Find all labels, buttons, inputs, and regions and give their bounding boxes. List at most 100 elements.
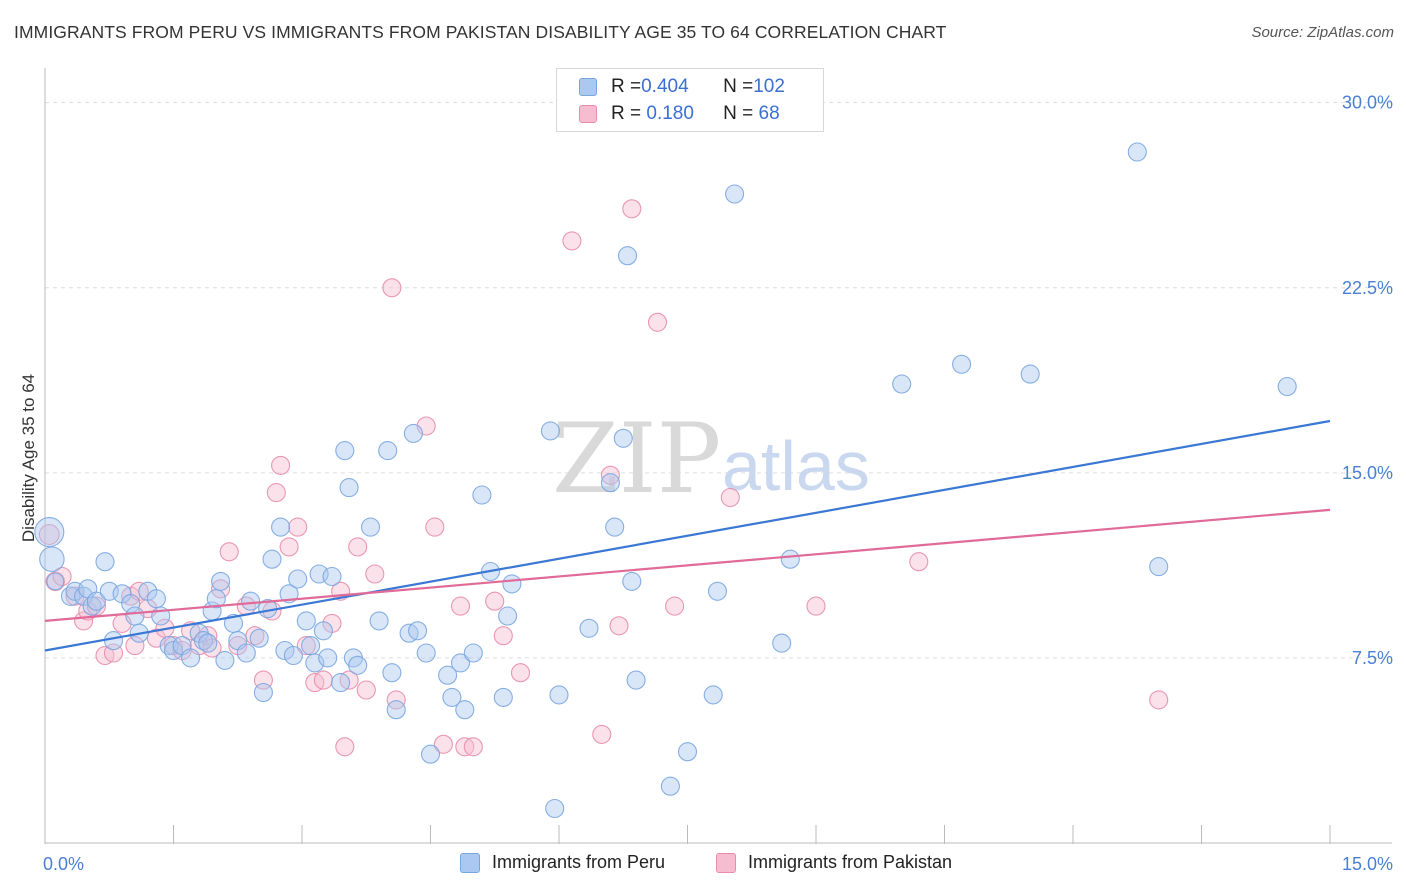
legend-item-peru[interactable]: Immigrants from Peru	[460, 852, 665, 873]
legend-label-peru: Immigrants from Peru	[492, 852, 666, 872]
pakistan-point	[296, 636, 316, 656]
pakistan-swatch	[579, 105, 597, 123]
stats-box: R = 0.404 N = 102 R = 0.180 N = 68	[556, 68, 824, 132]
peru-point	[707, 581, 728, 601]
peru-point	[360, 517, 381, 537]
peru-point	[95, 552, 115, 572]
peru-point	[613, 428, 633, 448]
axes	[44, 68, 1392, 844]
peru-point	[339, 478, 359, 498]
pakistan-point	[313, 670, 333, 690]
peru-point	[271, 517, 291, 537]
y-tick-label: 30.0%	[1342, 93, 1393, 113]
pakistan-point	[909, 552, 929, 572]
peru-point	[1149, 557, 1169, 577]
pakistan-trend-line	[44, 508, 1331, 622]
peru-point	[579, 618, 599, 638]
pakistan-legend-swatch	[716, 852, 736, 873]
pakistan-point	[562, 231, 582, 251]
pakistan-point	[433, 734, 453, 754]
pakistan-point	[425, 517, 445, 537]
peru-point	[420, 744, 441, 764]
pakistan-point	[806, 596, 826, 616]
legend-label-pakistan: Immigrants from Pakistan	[748, 852, 953, 872]
peru-point	[378, 441, 398, 461]
peru-point	[605, 517, 625, 537]
n-label: N =	[723, 103, 754, 124]
peru-point	[549, 685, 569, 705]
peru-point	[369, 611, 389, 631]
y-tick-label: 22.5%	[1342, 278, 1393, 298]
peru-point	[318, 648, 338, 668]
peru-point	[455, 700, 475, 720]
peru-point	[703, 685, 723, 705]
pakistan-point	[493, 626, 513, 646]
peru-point	[322, 566, 342, 587]
peru-point	[236, 643, 256, 663]
peru-point	[1127, 142, 1147, 162]
peru-point	[288, 569, 308, 589]
peru-point	[34, 517, 65, 548]
peru-point	[660, 776, 680, 796]
peru-point	[215, 650, 235, 670]
n-label: N =	[723, 76, 754, 97]
peru-point	[296, 611, 316, 631]
peru-point	[438, 665, 458, 685]
stats-row-pakistan: R = 0.180 N = 68	[579, 101, 780, 127]
peru-point	[253, 682, 273, 703]
peru-point	[408, 621, 428, 641]
pakistan-point	[510, 663, 531, 683]
peru-point	[279, 584, 299, 604]
peru-point	[472, 485, 492, 505]
peru-legend-swatch	[460, 852, 480, 873]
trend-lines	[44, 419, 1331, 652]
pakistan-point	[45, 571, 66, 592]
peru-point	[249, 628, 269, 648]
peru-point	[241, 591, 261, 611]
peru-point	[382, 663, 402, 683]
n-value: 102	[753, 76, 785, 97]
pakistan-point	[266, 483, 286, 503]
peru-point	[331, 673, 351, 693]
peru-point	[1277, 376, 1297, 397]
peru-point	[442, 687, 462, 707]
pakistan-point	[86, 596, 106, 616]
pakistan-point	[386, 690, 406, 710]
peru-point	[403, 423, 423, 443]
peru-point	[86, 591, 106, 611]
y-axis-title: Disability Age 35 to 64	[19, 374, 38, 542]
peru-point	[416, 643, 436, 663]
pakistan-point	[271, 455, 291, 475]
legend-item-pakistan[interactable]: Immigrants from Pakistan	[716, 852, 952, 873]
peru-point	[386, 700, 406, 720]
peru-points	[34, 142, 1297, 819]
peru-point	[181, 648, 201, 668]
pakistan-point	[382, 278, 402, 298]
peru-point	[772, 633, 792, 653]
peru-point	[677, 742, 698, 762]
x-tick-label: 0.0%	[43, 854, 84, 874]
pakistan-point	[38, 524, 60, 545]
pakistan-point	[335, 737, 355, 757]
pakistan-point	[485, 591, 505, 611]
y-tick-label: 15.0%	[1342, 463, 1393, 483]
x-tick-label: 15.0%	[1342, 854, 1393, 874]
pakistan-point	[279, 537, 299, 557]
r-value: 0.404	[641, 76, 689, 97]
n-value: 68	[753, 103, 780, 124]
chart-title: IMMIGRANTS FROM PERU VS IMMIGRANTS FROM …	[14, 22, 947, 42]
peru-point	[498, 606, 518, 626]
peru-swatch	[579, 78, 597, 96]
pakistan-point	[365, 564, 385, 584]
pakistan-point	[647, 312, 668, 332]
peru-point	[348, 655, 368, 675]
pakistan-point	[356, 680, 376, 700]
peru-point	[125, 606, 145, 626]
peru-point	[780, 549, 800, 569]
tick-labels: 7.5% 15.0% 22.5% 30.0% 0.0% 15.0%	[43, 93, 1393, 874]
data-points	[34, 142, 1297, 819]
peru-point	[335, 441, 355, 461]
watermark-zip: ZIP	[552, 403, 721, 515]
pakistan-point	[622, 199, 642, 219]
